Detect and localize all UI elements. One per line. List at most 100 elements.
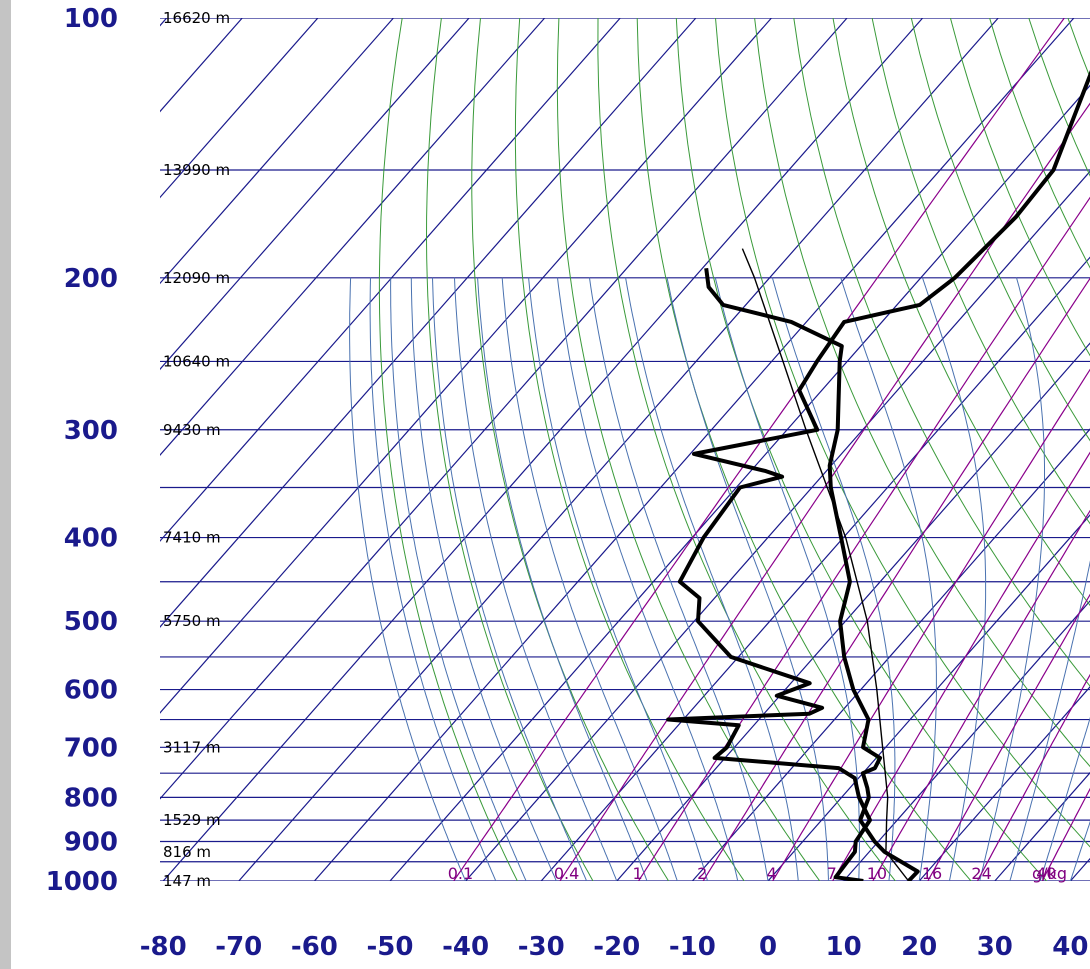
isotherm-line [465, 170, 1090, 881]
temperature-tick-label: -30 [518, 932, 565, 962]
mixing-ratio-line [872, 509, 1090, 881]
isotherm-line [313, 18, 1075, 881]
moist-adiabat-line [477, 277, 648, 881]
isotherm-line [160, 18, 394, 285]
moist-adiabat-line [666, 277, 829, 881]
moist-adiabat-line [390, 277, 527, 881]
dry-adiabat-line [871, 18, 1090, 525]
sounding-layer [666, 70, 1090, 881]
dry-adiabat-line [378, 18, 518, 881]
mixing-ratio-label: g/kg [1032, 864, 1067, 883]
isotherm-line [616, 342, 1090, 881]
dry-adiabat-line [832, 18, 1090, 607]
moist-adiabat-line [454, 277, 618, 881]
mixing-ratio-line [1041, 787, 1090, 881]
height-label: 5750 m [163, 612, 221, 630]
moist-adiabat-line [432, 277, 588, 881]
temperature-tick-label: 0 [759, 932, 777, 962]
mixing-ratio-label: 40 [1036, 864, 1056, 883]
moist-adiabat-line [349, 277, 467, 881]
pressure-tick-label: 200 [64, 264, 118, 294]
temperature-tick-label: 10 [826, 932, 862, 962]
mixing-ratio-label: 4 [767, 864, 777, 883]
temperature-tick-label: -20 [593, 932, 640, 962]
pressure-tick-label: 300 [64, 416, 118, 446]
dry-adiabat-line [910, 18, 1090, 442]
dry-adiabat-line [714, 18, 1090, 848]
isotherm-line [238, 18, 999, 881]
mixing-ratio-label: 0.1 [448, 864, 473, 883]
temperature-tick-label: -60 [291, 932, 338, 962]
temperature-tick-label: -10 [669, 932, 716, 962]
isotherm-line [160, 18, 621, 542]
isotherm-line [160, 18, 697, 628]
temperature-tick-label: 20 [901, 932, 937, 962]
dewpoint-line [666, 70, 1090, 881]
mixing-ratio-label: 7 [827, 864, 837, 883]
pressure-tick-label: 900 [64, 828, 118, 858]
isotherm-line [160, 18, 319, 199]
moist-adiabat-line [557, 277, 739, 881]
isotherm-line [160, 18, 848, 800]
moist-adiabat-line [840, 277, 937, 881]
temperature-tick-label: -50 [367, 932, 414, 962]
height-label: 9430 m [163, 421, 221, 439]
isotherm-line [389, 84, 1090, 881]
moist-adiabat-line [1069, 820, 1090, 881]
mixing-ratio-line [976, 673, 1090, 881]
moist-adiabat-line [528, 277, 708, 881]
height-label: 13990 m [163, 161, 230, 179]
mixing-ratio-label: 0.4 [554, 864, 579, 883]
moist-adiabat-line [625, 277, 799, 881]
moist-adiabat-line [1039, 716, 1090, 881]
isotherm-line [691, 428, 1090, 881]
mixing-ratio-label: 10 [867, 864, 887, 883]
dry-adiabat-line [793, 18, 1090, 687]
pressure-tick-label: 400 [64, 524, 118, 554]
moist-adiabat-line [369, 277, 497, 881]
parcel-line [741, 248, 910, 881]
temperature-tick-label: 40 [1052, 932, 1088, 962]
height-label: 1529 m [163, 811, 221, 829]
height-label: 10640 m [163, 352, 230, 370]
height-label: 12090 m [163, 269, 230, 287]
mixing-ratio-line [702, 277, 1090, 881]
isotherm-line [160, 18, 546, 456]
isotherm-line [160, 18, 470, 371]
pressure-tick-label: 500 [64, 607, 118, 637]
height-label: 816 m [163, 843, 211, 861]
mixing-ratio-line [927, 593, 1090, 881]
temperature-tick-label: -40 [442, 932, 489, 962]
pressure-tick-label: 600 [64, 676, 118, 706]
mixing-ratio-label: 2 [697, 864, 707, 883]
moist-adiabat-line [979, 277, 1045, 881]
isotherm-line [160, 18, 772, 714]
dry-adiabat-line [425, 18, 594, 881]
height-label: 147 m [163, 872, 211, 890]
dry-adiabat-line [514, 18, 745, 881]
dry-adiabat-line [1028, 18, 1090, 177]
mixing-ratio-label: 16 [922, 864, 942, 883]
height-label: 16620 m [163, 9, 230, 27]
dry-adiabat-line [556, 18, 821, 881]
pressure-tick-label: 100 [64, 4, 118, 34]
pressure-tick-label: 1000 [46, 867, 118, 897]
isotherm-line [540, 256, 1090, 881]
pressure-tick-label: 800 [64, 783, 118, 813]
temperature-tick-label: 30 [977, 932, 1013, 962]
temperature-line [704, 268, 920, 881]
temperature-tick-label: -70 [215, 932, 262, 962]
mixing-ratio-label: 1 [633, 864, 643, 883]
grid-layer [160, 18, 1090, 881]
height-label: 7410 m [163, 529, 221, 547]
pressure-tick-label: 700 [64, 733, 118, 763]
dry-adiabat-line [597, 18, 897, 881]
moist-adiabat-line [589, 277, 769, 881]
mixing-ratio-line [772, 368, 1090, 881]
isotherm-line [843, 600, 1090, 881]
mixing-ratio-label: 24 [971, 864, 991, 883]
temperature-tick-label: -80 [140, 932, 187, 962]
moist-adiabat-line [410, 277, 557, 881]
moist-adiabat-line [501, 277, 678, 881]
